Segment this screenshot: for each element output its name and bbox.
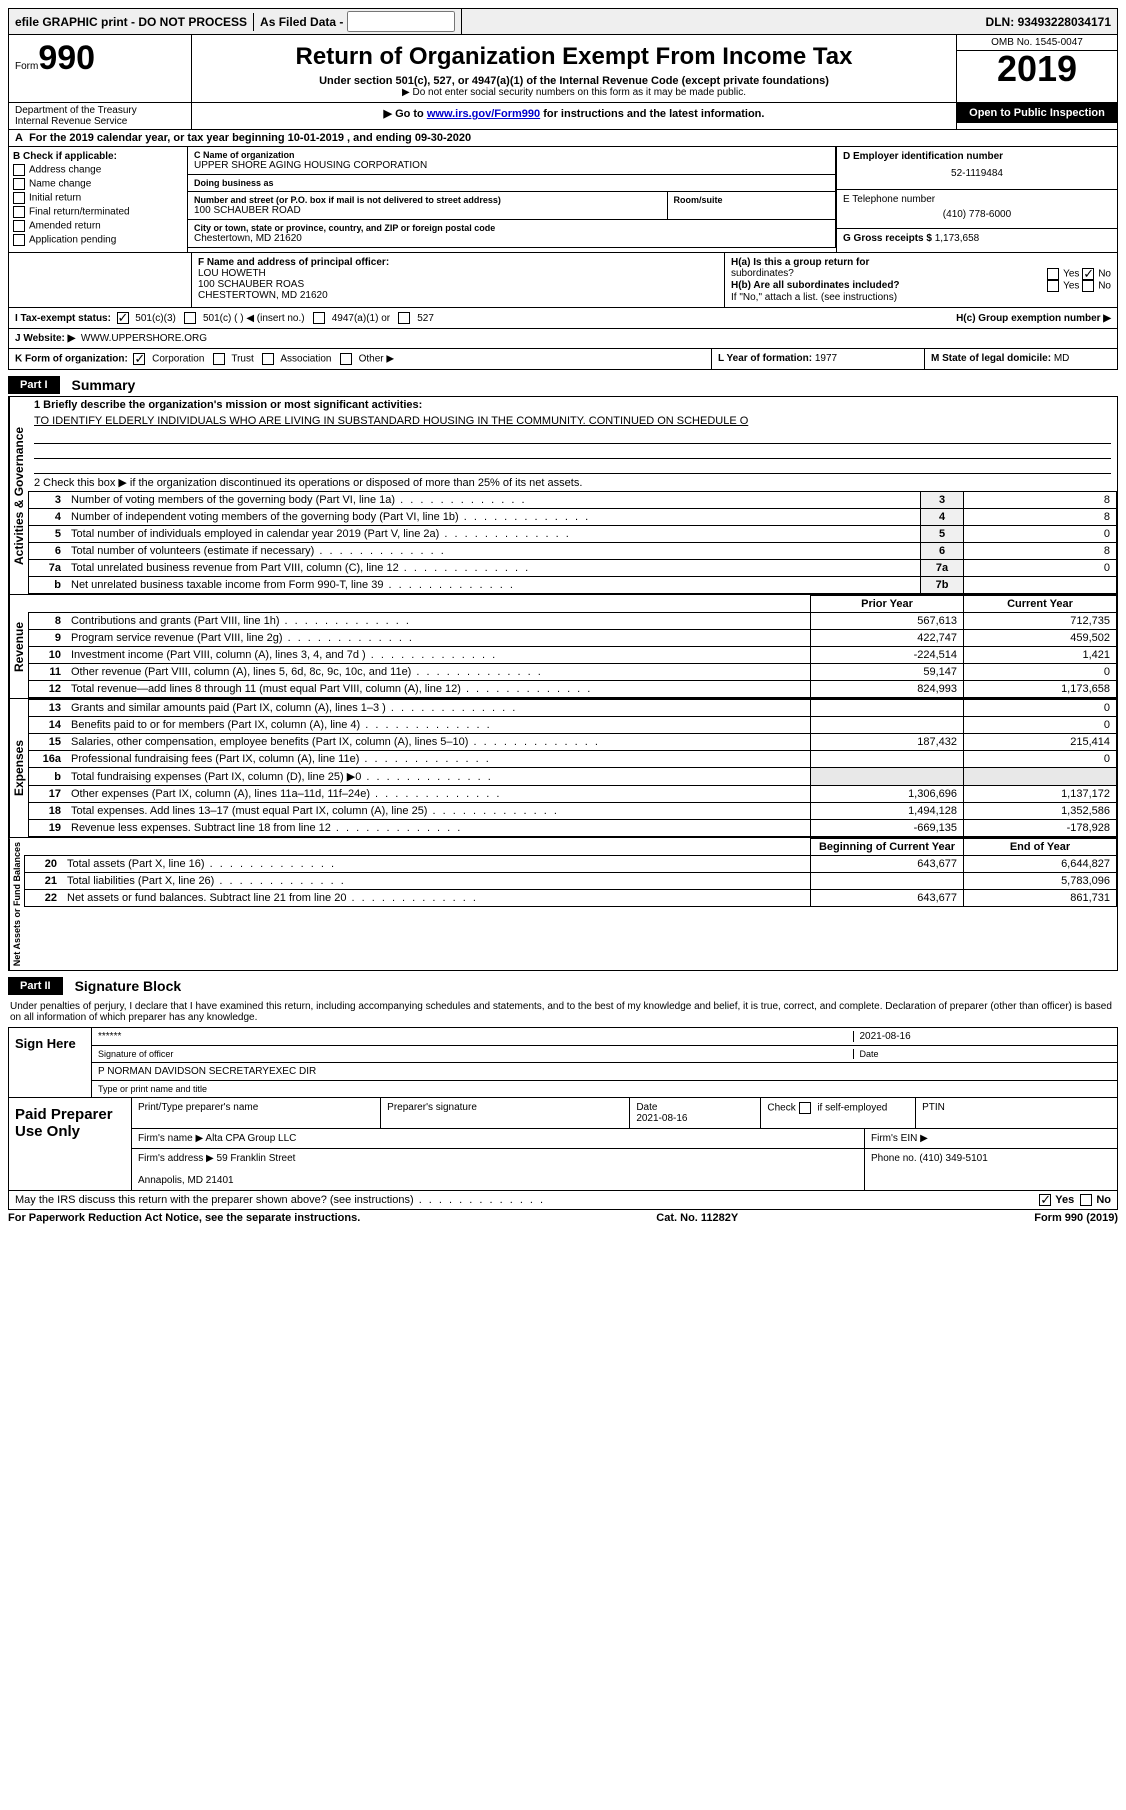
dept-label: Department of the Treasury Internal Reve… bbox=[9, 103, 192, 129]
revenue-table: Prior YearCurrent Year8Contributions and… bbox=[28, 595, 1117, 698]
goto-link-row: ▶ Go to www.irs.gov/Form990 for instruct… bbox=[192, 103, 956, 129]
527-checkbox[interactable] bbox=[398, 312, 410, 324]
governance-section: Activities & Governance 1 Briefly descri… bbox=[8, 396, 1118, 595]
asfiled-input[interactable] bbox=[347, 11, 455, 32]
checkbox-name-change[interactable] bbox=[13, 178, 25, 190]
checkbox-initial-return[interactable] bbox=[13, 192, 25, 204]
efile-topbar: efile GRAPHIC print - DO NOT PROCESS As … bbox=[8, 8, 1118, 35]
year-cell: OMB No. 1545-0047 2019 bbox=[956, 35, 1117, 102]
efile-label: efile GRAPHIC print - DO NOT PROCESS bbox=[9, 13, 254, 31]
dln: DLN: 93493228034171 bbox=[986, 15, 1117, 29]
irs-discuss-row: May the IRS discuss this return with the… bbox=[8, 1191, 1118, 1210]
form-title: Return of Organization Exempt From Incom… bbox=[196, 43, 952, 71]
col-b: B Check if applicable: Address changeNam… bbox=[9, 147, 188, 252]
revenue-section: Revenue Prior YearCurrent Year8Contribut… bbox=[8, 595, 1118, 699]
assoc-checkbox[interactable] bbox=[262, 353, 274, 365]
501c-checkbox[interactable] bbox=[184, 312, 196, 324]
ein-cell: D Employer identification number 52-1119… bbox=[837, 147, 1117, 190]
perjury-text: Under penalties of perjury, I declare th… bbox=[8, 997, 1118, 1027]
checkbox-address-change[interactable] bbox=[13, 164, 25, 176]
header-grid: B Check if applicable: Address changeNam… bbox=[8, 147, 1118, 253]
l-cell: L Year of formation: 1977 bbox=[712, 349, 925, 370]
dba-cell: Doing business as bbox=[188, 175, 836, 192]
sign-here-grid: Sign Here ****** 2021-08-16 Signature of… bbox=[8, 1027, 1118, 1098]
corp-checkbox[interactable] bbox=[133, 353, 145, 365]
form-number-cell: Form990 bbox=[9, 35, 192, 102]
city-cell: City or town, state or province, country… bbox=[188, 220, 836, 248]
dept-row: Department of the Treasury Internal Reve… bbox=[8, 103, 1118, 130]
tax-status-row: I Tax-exempt status: 501(c)(3) 501(c) ( … bbox=[8, 308, 1118, 329]
checkbox-application-pending[interactable] bbox=[13, 234, 25, 246]
ha-no-checkbox[interactable] bbox=[1082, 268, 1094, 280]
line-a: A For the 2019 calendar year, or tax yea… bbox=[8, 130, 1118, 147]
m-cell: M State of legal domicile: MD bbox=[925, 349, 1118, 370]
form-title-cell: Return of Organization Exempt From Incom… bbox=[192, 35, 956, 102]
phone-cell: E Telephone number (410) 778-6000 bbox=[837, 190, 1117, 229]
org-name-cell: C Name of organization UPPER SHORE AGING… bbox=[188, 147, 836, 175]
middle-col: C Name of organization UPPER SHORE AGING… bbox=[188, 147, 836, 252]
checkbox-amended-return[interactable] bbox=[13, 220, 25, 232]
part2-header: Part II Signature Block bbox=[8, 975, 1118, 997]
hb-yes-checkbox[interactable] bbox=[1047, 280, 1059, 292]
website-row: J Website: ▶ WWW.UPPERSHORE.ORG bbox=[8, 329, 1118, 349]
k-l-m-row: K Form of organization: Corporation Trus… bbox=[8, 349, 1118, 370]
inspection-cell: Open to Public Inspection bbox=[956, 103, 1117, 129]
netassets-table: Beginning of Current YearEnd of Year20To… bbox=[24, 838, 1117, 907]
f-h-row: F Name and address of principal officer:… bbox=[8, 253, 1118, 308]
checkbox-final-return-terminated[interactable] bbox=[13, 206, 25, 218]
expenses-table: 13Grants and similar amounts paid (Part … bbox=[28, 699, 1117, 837]
discuss-yes-checkbox[interactable] bbox=[1039, 1194, 1051, 1206]
part1-header: Part I Summary bbox=[8, 374, 1118, 396]
discuss-no-checkbox[interactable] bbox=[1080, 1194, 1092, 1206]
officer-cell: F Name and address of principal officer:… bbox=[192, 253, 725, 307]
self-employed-checkbox[interactable] bbox=[799, 1102, 811, 1114]
governance-table: 3Number of voting members of the governi… bbox=[28, 491, 1117, 594]
other-checkbox[interactable] bbox=[340, 353, 352, 365]
expenses-section: Expenses 13Grants and similar amounts pa… bbox=[8, 699, 1118, 838]
form-header: Form990 Return of Organization Exempt Fr… bbox=[8, 35, 1118, 103]
trust-checkbox[interactable] bbox=[213, 353, 225, 365]
preparer-grid: Paid Preparer Use Only Print/Type prepar… bbox=[8, 1098, 1118, 1191]
ha-yes-checkbox[interactable] bbox=[1047, 268, 1059, 280]
501c3-checkbox[interactable] bbox=[117, 312, 129, 324]
right-col: D Employer identification number 52-1119… bbox=[836, 147, 1117, 252]
4947-checkbox[interactable] bbox=[313, 312, 325, 324]
addr-cell: Number and street (or P.O. box if mail i… bbox=[188, 192, 668, 220]
room-cell: Room/suite bbox=[668, 192, 837, 220]
netassets-section: Net Assets or Fund Balances Beginning of… bbox=[8, 838, 1118, 971]
h-cell: H(a) Is this a group return for subordin… bbox=[725, 253, 1117, 307]
irs-link[interactable]: www.irs.gov/Form990 bbox=[427, 108, 540, 120]
asfiled-label: As Filed Data - bbox=[254, 9, 462, 34]
footer: For Paperwork Reduction Act Notice, see … bbox=[8, 1210, 1118, 1224]
gross-receipts-cell: G Gross receipts $ 1,173,658 bbox=[837, 229, 1117, 248]
k-cell: K Form of organization: Corporation Trus… bbox=[8, 349, 712, 370]
